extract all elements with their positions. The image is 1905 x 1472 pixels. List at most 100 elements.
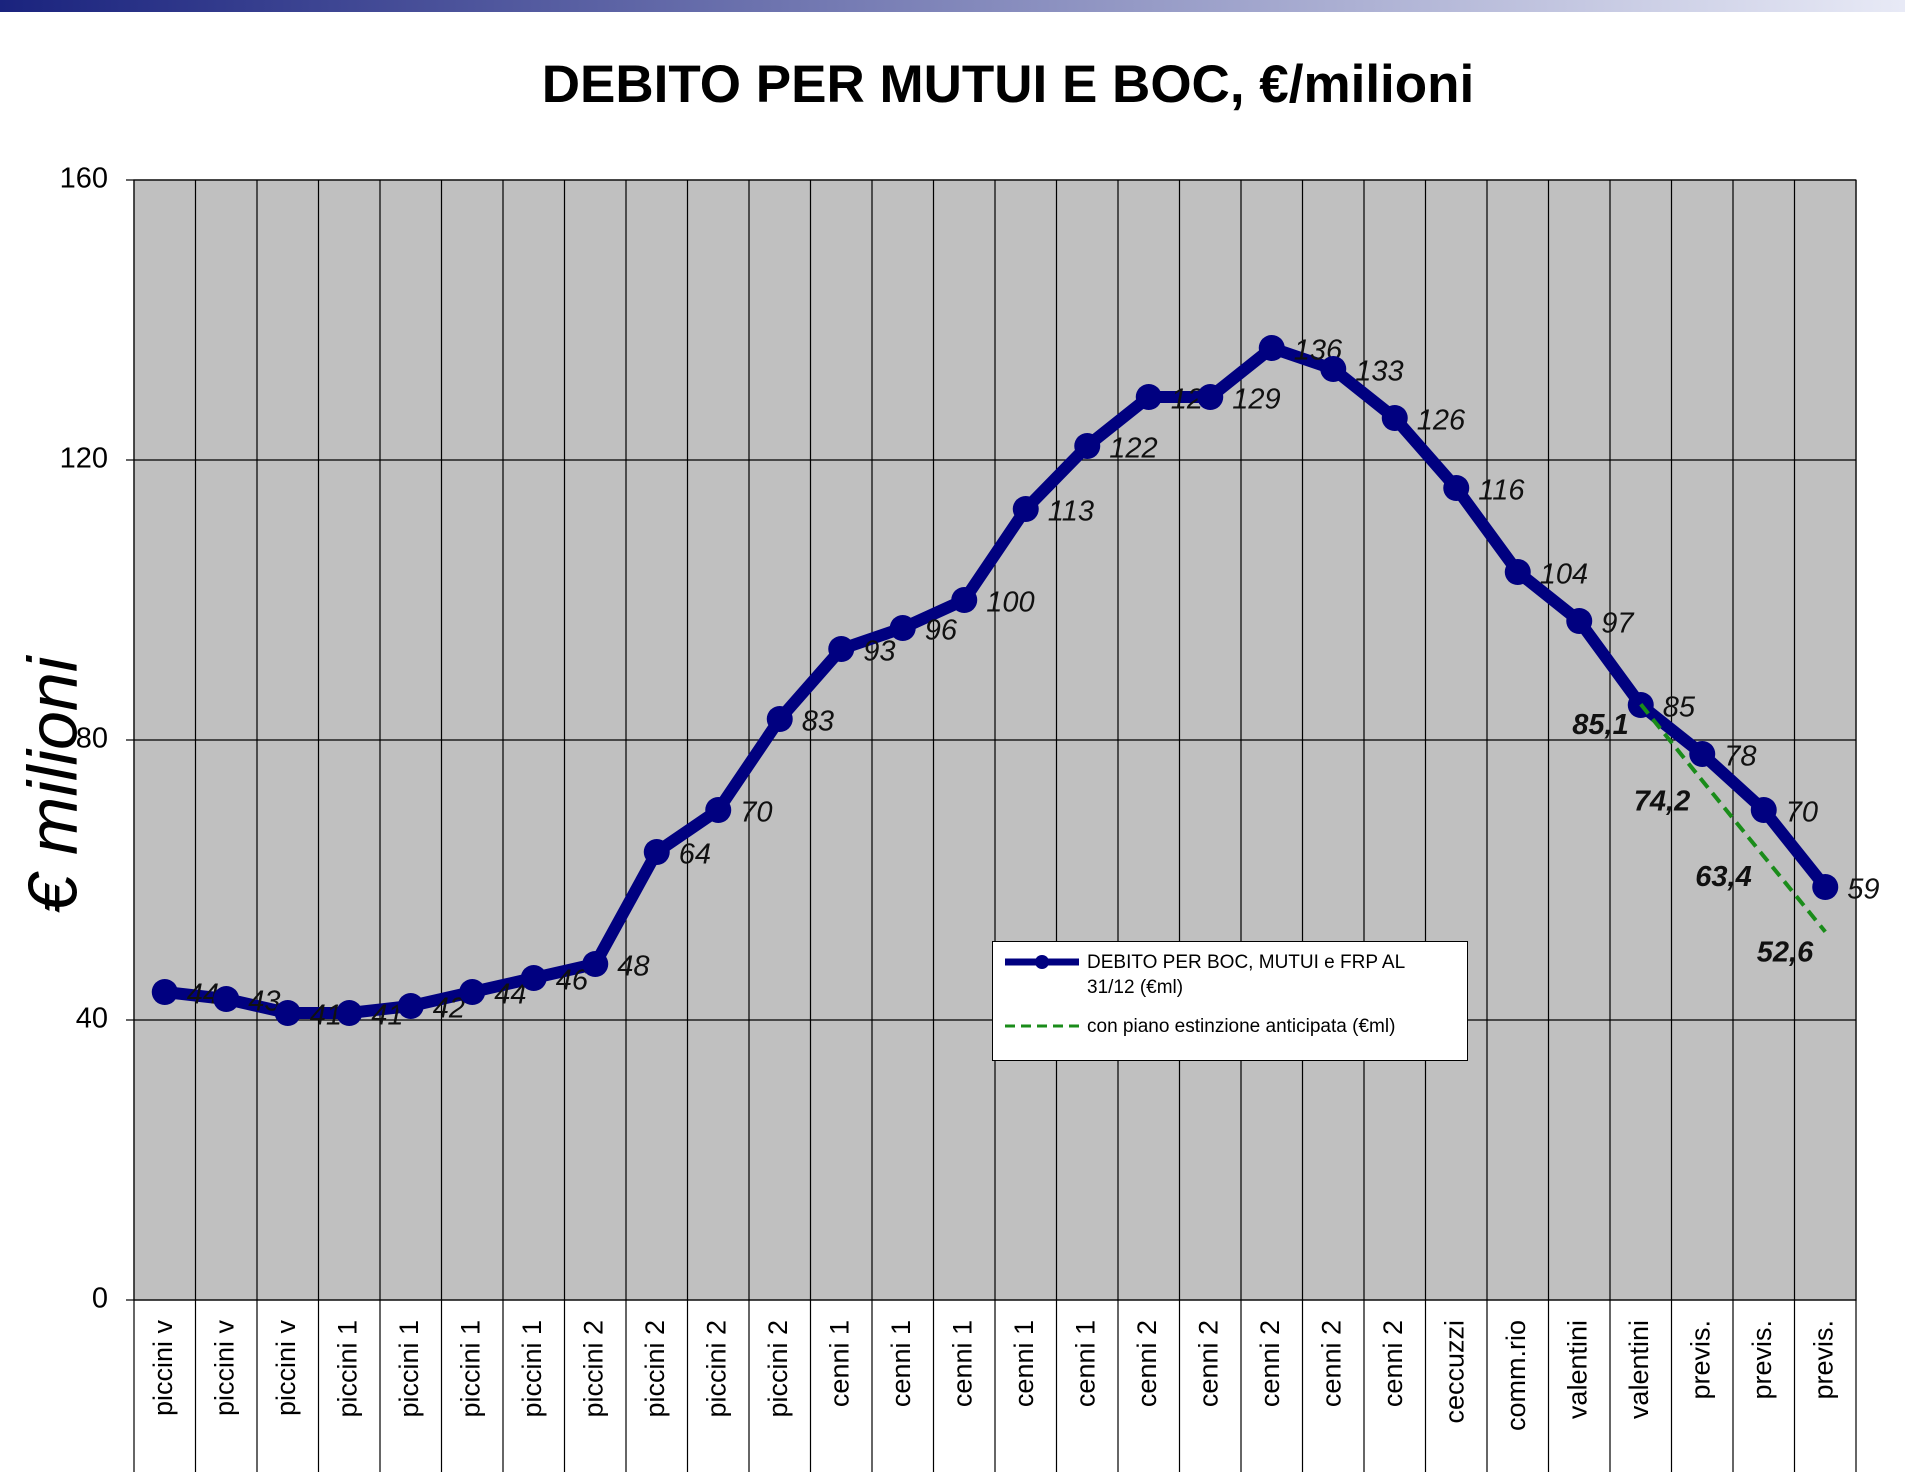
value-label: 100 <box>986 587 1034 619</box>
point <box>520 965 547 991</box>
x-tick-label: cenni 2 <box>1255 1320 1285 1407</box>
point <box>889 615 916 641</box>
value-label: 63,4 <box>1695 861 1751 893</box>
x-tick-label: cenni 1 <box>824 1320 854 1407</box>
x-tick-label: piccini 1 <box>332 1320 362 1418</box>
value-label: 44 <box>494 979 526 1011</box>
value-label: 97 <box>1601 608 1635 640</box>
value-label: 42 <box>433 993 465 1025</box>
point <box>1689 741 1716 767</box>
y-tick-label: 120 <box>60 443 108 475</box>
legend-swatch <box>1005 1024 1079 1028</box>
point <box>1197 384 1224 410</box>
x-tick-label: cenni 1 <box>886 1320 916 1407</box>
x-tick-label: piccini 1 <box>394 1320 424 1418</box>
point <box>213 986 240 1012</box>
x-tick-label: previs. <box>1747 1320 1777 1400</box>
point <box>1381 405 1408 431</box>
y-tick-label: 160 <box>60 163 108 195</box>
value-label: 122 <box>1109 433 1157 465</box>
x-tick-label: piccini 2 <box>578 1320 608 1418</box>
point <box>582 951 609 977</box>
point <box>336 1000 363 1026</box>
value-label: 96 <box>925 615 958 647</box>
value-label: 59 <box>1847 874 1879 906</box>
value-label: 85 <box>1663 692 1696 724</box>
point <box>1812 874 1839 900</box>
value-label: 126 <box>1417 405 1466 437</box>
value-label: 93 <box>863 636 895 668</box>
value-label: 48 <box>617 951 649 983</box>
x-tick-label: cenni 1 <box>947 1320 977 1407</box>
value-label: 44 <box>187 979 219 1011</box>
value-label: 74,2 <box>1634 785 1690 817</box>
legend-marker <box>1035 955 1049 969</box>
point <box>1750 797 1777 823</box>
y-axis-label: € milioni <box>13 654 91 913</box>
value-label: 85,1 <box>1572 709 1628 741</box>
y-tick-label: 0 <box>92 1283 108 1315</box>
point <box>705 797 732 823</box>
value-label: 78 <box>1724 741 1756 773</box>
x-tick-label: valentini <box>1562 1320 1592 1419</box>
legend: DEBITO PER BOC, MUTUI e FRP AL 31/12 (€m… <box>992 941 1468 1061</box>
point <box>1012 496 1039 522</box>
legend-label: DEBITO PER BOC, MUTUI e FRP AL 31/12 (€m… <box>1087 952 1405 998</box>
x-tick-label: piccini 2 <box>701 1320 731 1418</box>
y-tick-label: 40 <box>76 1003 108 1035</box>
legend-entry: con piano estinzione anticipata (€ml) <box>1003 1014 1457 1039</box>
value-label: 104 <box>1540 559 1588 591</box>
point <box>1504 559 1531 585</box>
y-tick-label: 80 <box>76 723 108 755</box>
x-tick-label: cenni 2 <box>1193 1320 1223 1407</box>
point <box>828 636 855 662</box>
x-tick-label: previs. <box>1808 1320 1838 1400</box>
x-tick-label: piccini v <box>209 1320 239 1417</box>
point <box>274 1000 301 1026</box>
x-tick-label: cenni 1 <box>1009 1320 1039 1407</box>
value-label: 116 <box>1478 475 1525 507</box>
x-tick-label: piccini 2 <box>763 1320 793 1418</box>
x-tick-label: ceccuzzi <box>1439 1320 1469 1424</box>
value-label: 46 <box>556 965 589 997</box>
x-tick-label: piccini 1 <box>517 1320 547 1418</box>
point <box>1443 475 1470 501</box>
top-bar <box>0 0 1905 12</box>
x-tick-label: comm.rio <box>1501 1320 1531 1431</box>
chart-title: DEBITO PER MUTUI E BOC, €/milioni <box>542 55 1475 114</box>
point <box>951 587 978 613</box>
value-label: 52,6 <box>1757 936 1814 968</box>
value-label: 70 <box>740 797 772 829</box>
x-tick-label: piccini 2 <box>640 1320 670 1418</box>
x-tick-label: cenni 1 <box>1070 1320 1100 1407</box>
series-line <box>164 342 1830 1019</box>
point <box>1074 433 1101 459</box>
x-tick-label: piccini v <box>271 1320 301 1417</box>
point <box>1566 608 1593 634</box>
legend-label: con piano estinzione anticipata (€ml) <box>1087 1016 1396 1037</box>
point <box>643 839 670 865</box>
value-label: 64 <box>679 839 711 871</box>
x-tick-label: piccini 1 <box>455 1320 485 1418</box>
value-label: 70 <box>1786 797 1818 829</box>
x-tick-label: valentini <box>1624 1320 1654 1419</box>
x-tick-label: cenni 2 <box>1132 1320 1162 1407</box>
value-label: 113 <box>1048 496 1094 528</box>
x-tick-label: piccini v <box>148 1320 178 1417</box>
x-tick-label: cenni 2 <box>1316 1320 1346 1407</box>
point <box>151 979 178 1005</box>
value-label: 129 <box>1232 384 1280 416</box>
point <box>397 993 424 1019</box>
value-label: 83 <box>802 706 834 738</box>
legend-entry: DEBITO PER BOC, MUTUI e FRP AL 31/12 (€m… <box>1003 950 1457 1000</box>
point <box>1258 335 1285 361</box>
series-line <box>1639 703 1827 934</box>
legend-swatch <box>1005 955 1079 969</box>
x-tick-label: cenni 2 <box>1378 1320 1408 1407</box>
value-label: 133 <box>1355 356 1403 388</box>
x-tick-label: previs. <box>1685 1320 1715 1400</box>
point <box>1320 356 1347 382</box>
point <box>766 706 793 732</box>
